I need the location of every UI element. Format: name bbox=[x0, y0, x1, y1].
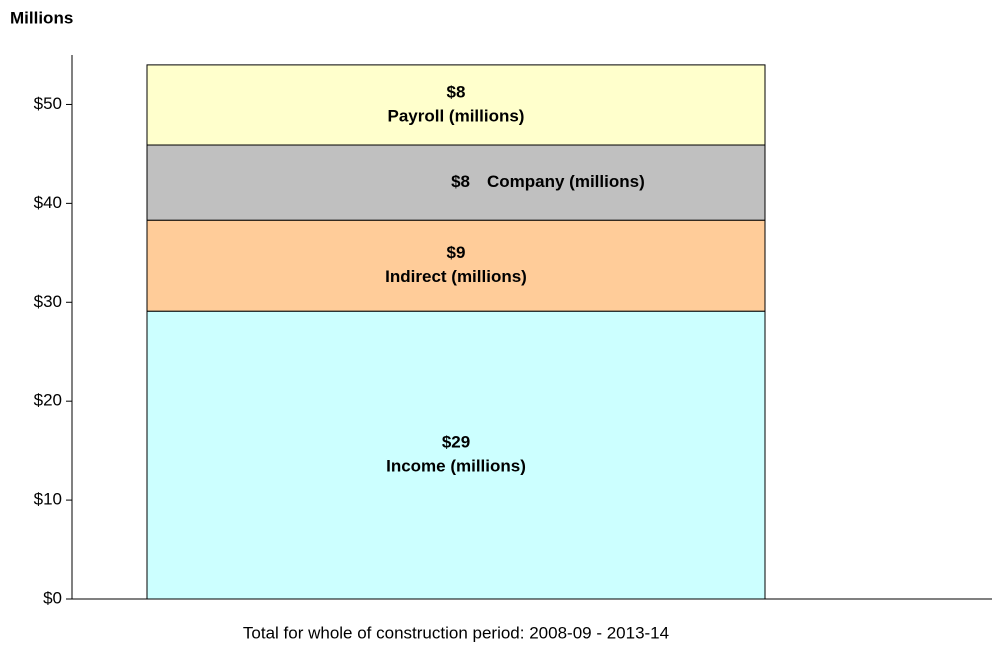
value-label: $8 bbox=[451, 172, 470, 191]
y-tick-label: $0 bbox=[43, 588, 62, 607]
y-axis-label: Millions bbox=[10, 8, 73, 27]
bar-segment bbox=[146, 64, 766, 146]
value-label: $29 bbox=[442, 433, 470, 452]
x-tick-label: Total for whole of construction period: … bbox=[243, 623, 669, 642]
value-label: $9 bbox=[447, 243, 466, 262]
y-tick-label: $10 bbox=[34, 490, 62, 509]
y-tick-label: $20 bbox=[34, 391, 62, 410]
y-tick-label: $40 bbox=[34, 193, 62, 212]
segment-label: Payroll (millions) bbox=[388, 106, 525, 125]
bar-segment bbox=[146, 219, 766, 312]
value-label: $8 bbox=[447, 82, 466, 101]
y-tick-label: $50 bbox=[34, 94, 62, 113]
y-tick-label: $30 bbox=[34, 292, 62, 311]
segment-label: Income (millions) bbox=[386, 457, 526, 476]
bar-segment bbox=[146, 144, 766, 221]
bar-segment bbox=[146, 310, 766, 600]
segment-label: Company (millions) bbox=[487, 172, 645, 191]
segment-label: Indirect (millions) bbox=[385, 267, 527, 286]
